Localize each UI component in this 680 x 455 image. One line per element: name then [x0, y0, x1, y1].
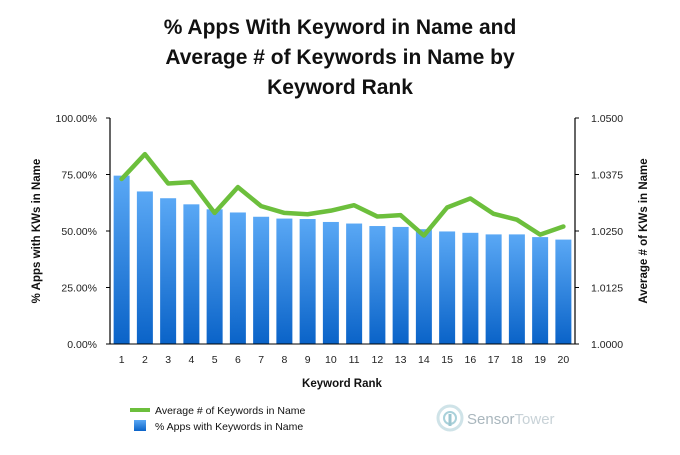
- bar-3: [160, 198, 177, 344]
- x-tick-label: 17: [488, 354, 500, 366]
- axes: [109, 118, 576, 345]
- x-tick-label: 14: [418, 354, 430, 366]
- right-tick-label: 1.0375: [591, 170, 623, 182]
- bar-11: [346, 223, 363, 344]
- right-y-ticks: 1.0000 1.0125 1.0250 1.0375 1.0500: [575, 113, 623, 351]
- x-tick-label: 6: [235, 354, 241, 366]
- bar-13: [392, 226, 409, 344]
- legend-label-bar: % Apps with Keywords in Name: [155, 421, 303, 433]
- left-tick-label: 100.00%: [56, 113, 97, 125]
- chart-title-line-1: % Apps With Keyword in Name and: [164, 16, 517, 39]
- bar-6: [229, 212, 246, 344]
- bar-15: [439, 231, 456, 344]
- x-tick-label: 8: [281, 354, 287, 366]
- x-tick-label: 15: [441, 354, 453, 366]
- x-tick-label: 1: [119, 354, 125, 366]
- bar-2: [136, 191, 153, 344]
- bar-series: [113, 175, 572, 344]
- bar-5: [206, 209, 223, 344]
- x-tick-label: 5: [212, 354, 218, 366]
- x-axis-label: Keyword Rank: [302, 378, 382, 390]
- right-y-axis-label: Average # of KWs in Name: [638, 158, 650, 303]
- bar-9: [299, 219, 316, 344]
- bar-14: [415, 229, 432, 344]
- legend: Average # of Keywords in Name % Apps wit…: [130, 405, 306, 433]
- chart-title-line-2: Average # of Keywords in Name by: [165, 46, 515, 69]
- right-tick-label: 1.0500: [591, 113, 623, 125]
- x-tick-label: 7: [258, 354, 264, 366]
- bar-1: [113, 175, 130, 344]
- average-keywords-line: [119, 151, 566, 238]
- x-tick-label: 12: [372, 354, 384, 366]
- left-tick-label: 75.00%: [61, 170, 97, 182]
- legend-bar-swatch: [134, 420, 146, 431]
- bar-18: [508, 234, 525, 344]
- x-tick-label: 3: [165, 354, 171, 366]
- bar-8: [276, 218, 293, 344]
- x-tick-label: 13: [395, 354, 407, 366]
- bar-10: [322, 221, 339, 344]
- bar-16: [462, 232, 479, 344]
- sensortower-logo: SensorTower: [436, 404, 555, 432]
- line-series: [119, 151, 566, 238]
- bar-20: [555, 239, 572, 344]
- bar-12: [369, 226, 386, 344]
- left-y-axis-label: % Apps with KWs in Name: [31, 159, 43, 304]
- right-tick-label: 1.0000: [591, 339, 623, 351]
- bar-4: [183, 204, 200, 344]
- legend-label-line: Average # of Keywords in Name: [155, 405, 306, 417]
- sensortower-logo-icon: [436, 404, 464, 432]
- left-tick-label: 50.00%: [61, 226, 97, 238]
- x-tick-label: 4: [188, 354, 194, 366]
- bar-17: [485, 234, 502, 344]
- x-tick-label: 16: [465, 354, 477, 366]
- left-y-ticks: 0.00% 25.00% 50.00% 75.00% 100.00%: [56, 113, 110, 351]
- x-tick-label: 11: [349, 354, 360, 366]
- x-tick-label: 9: [305, 354, 311, 366]
- x-tick-label: 2: [142, 354, 148, 366]
- x-tick-label: 10: [325, 354, 337, 366]
- left-tick-label: 0.00%: [67, 339, 97, 351]
- bar-19: [532, 237, 549, 344]
- x-tick-label: 19: [534, 354, 546, 366]
- right-tick-label: 1.0250: [591, 226, 623, 238]
- x-tick-label: 20: [558, 354, 570, 366]
- logo-sensor-text: Sensor: [467, 411, 515, 428]
- logo-tower-text: Tower: [515, 411, 555, 428]
- x-ticks: 1 2 3 4 5 6 7 8 9 10 11 12 13 14 15 16 17 18 19 20: [119, 354, 570, 366]
- sensortower-wordmark: SensorTower: [467, 411, 555, 428]
- bar-7: [253, 216, 270, 344]
- left-tick-label: 25.00%: [61, 283, 97, 295]
- chart-title-line-3: Keyword Rank: [267, 76, 413, 99]
- right-tick-label: 1.0125: [591, 283, 623, 295]
- x-tick-label: 18: [511, 354, 523, 366]
